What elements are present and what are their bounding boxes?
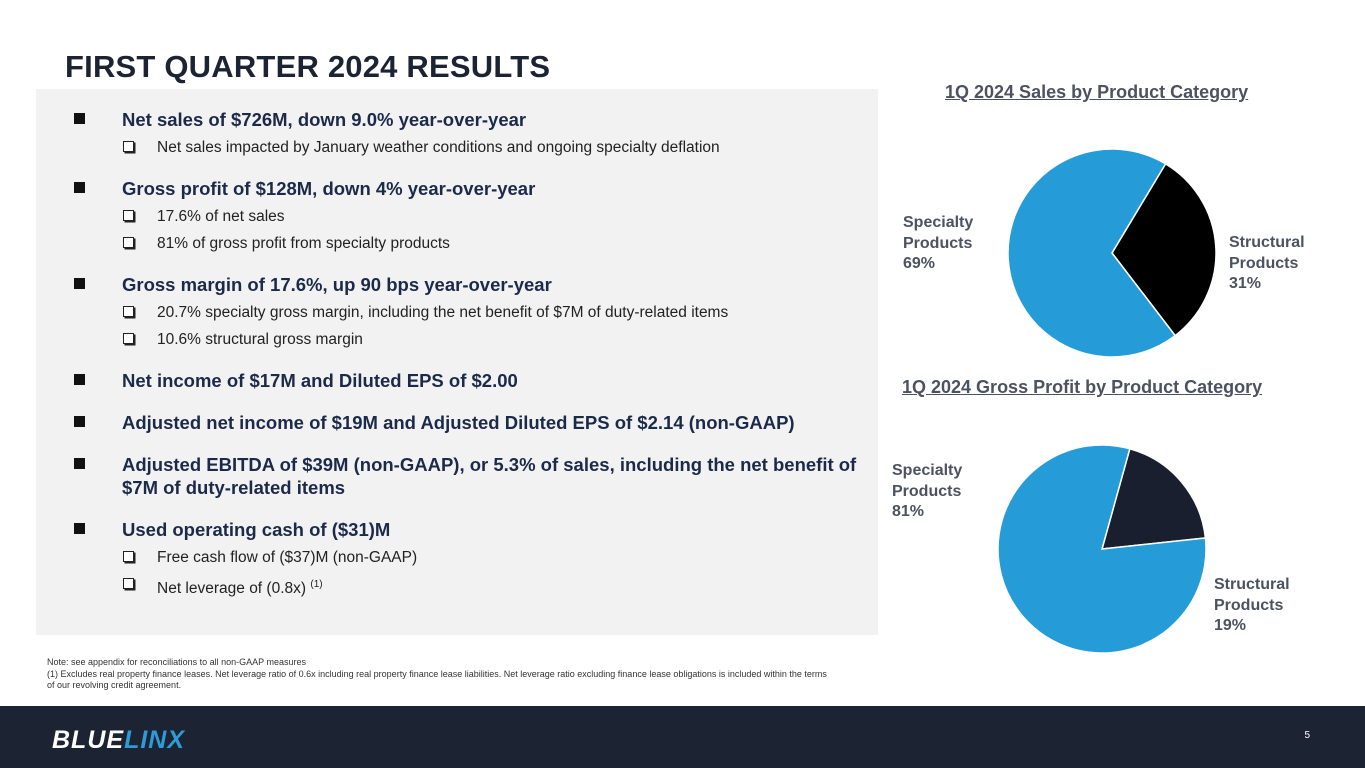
slice-value-label: 19% — [1214, 617, 1247, 634]
bullet-group: Net income of $17M and Diluted EPS of $2… — [72, 369, 872, 392]
sub-bullet-text: 20.7% specialty gross margin, including … — [157, 304, 729, 321]
square-bullet-icon — [74, 458, 85, 469]
sales-pie-chart — [1007, 148, 1217, 358]
sub-bullet-text: 17.6% of net sales — [157, 208, 285, 225]
sub-bullet-text: Net leverage of (0.8x) — [157, 580, 307, 597]
bullet-text: Net sales of $726M, down 9.0% year-over-… — [122, 109, 527, 130]
slice-label-line: Products — [1214, 596, 1284, 614]
page-title: FIRST QUARTER 2024 RESULTS — [65, 49, 551, 84]
page-number: 5 — [1304, 730, 1310, 741]
gross-profit-pie-chart — [997, 444, 1207, 654]
sub-bullet-text: 10.6% structural gross margin — [157, 331, 363, 348]
bullet-text: Gross profit of $128M, down 4% year-over… — [122, 178, 536, 199]
slice-label-line: Products — [892, 482, 962, 500]
sub-bullet-text: 81% of gross profit from specialty produ… — [157, 235, 450, 252]
gp-structural-label: Structural Products 19% — [1214, 575, 1290, 637]
sales-chart-title: 1Q 2024 Sales by Product Category — [945, 82, 1249, 102]
square-bullet-icon — [74, 182, 85, 193]
bullet-group: Used operating cash of ($31)M Free cash … — [72, 518, 872, 599]
pie-slice-specialty-products — [997, 444, 1207, 654]
slice-value-label: 31% — [1229, 275, 1262, 292]
checkbox-bullet-icon — [123, 551, 134, 562]
note-line: Note: see appendix for reconciliations t… — [47, 657, 306, 667]
bullet-text: Adjusted net income of $19M and Adjusted… — [122, 412, 795, 433]
checkbox-bullet-icon — [123, 141, 134, 152]
bullet-list: Net sales of $726M, down 9.0% year-over-… — [72, 108, 872, 618]
gross-profit-chart-title: 1Q 2024 Gross Profit by Product Category — [902, 377, 1263, 397]
bullet-text: Gross margin of 17.6%, up 90 bps year-ov… — [122, 274, 552, 295]
checkbox-bullet-icon — [123, 306, 134, 317]
bullet-group: Gross profit of $128M, down 4% year-over… — [72, 177, 872, 254]
sub-bullet-text: Free cash flow of ($37)M (non-GAAP) — [157, 549, 418, 566]
slice-value-label: 69% — [903, 255, 936, 272]
bullet-group: Adjusted net income of $19M and Adjusted… — [72, 411, 872, 434]
checkbox-bullet-icon — [123, 210, 134, 221]
square-bullet-icon — [74, 374, 85, 385]
bullet-text: Used operating cash of ($31)M — [122, 519, 391, 540]
square-bullet-icon — [74, 113, 85, 124]
checkbox-bullet-icon — [123, 333, 134, 344]
results-panel — [36, 89, 878, 635]
slice-label-line: Structural — [1214, 576, 1290, 593]
square-bullet-icon — [74, 523, 85, 534]
checkbox-bullet-icon — [123, 237, 134, 248]
bullet-group: Net sales of $726M, down 9.0% year-over-… — [72, 108, 872, 158]
footnotes: Note: see appendix for reconciliations t… — [47, 657, 827, 692]
sub-bullet-text: Net sales impacted by January weather co… — [157, 139, 720, 156]
square-bullet-icon — [74, 416, 85, 427]
gp-specialty-label: Specialty Products 81% — [892, 461, 962, 523]
bullet-group: Adjusted EBITDA of $39M (non-GAAP), or 5… — [72, 453, 872, 499]
sales-structural-label: Structural Products 31% — [1229, 233, 1305, 295]
slice-value-label: 81% — [892, 503, 925, 520]
footnote-marker: (1) — [310, 579, 323, 590]
bullet-text: Net income of $17M and Diluted EPS of $2… — [122, 370, 518, 391]
checkbox-bullet-icon — [123, 578, 134, 589]
slice-label-line: Products — [903, 234, 973, 252]
pie-slice-structural-products — [1100, 447, 1207, 550]
slice-label-line: Structural — [1229, 234, 1305, 251]
note-line: (1) Excludes real property finance lease… — [47, 668, 827, 691]
bullet-group: Gross margin of 17.6%, up 90 bps year-ov… — [72, 273, 872, 350]
pie-slice-structural-products — [1111, 162, 1217, 337]
bluelinx-logo: BLUELINX — [52, 726, 186, 754]
square-bullet-icon — [74, 278, 85, 289]
sales-specialty-label: Specialty Products 69% — [903, 213, 973, 275]
footer-bar: BLUELINX 5 — [0, 706, 1365, 768]
slice-label-line: Specialty — [892, 462, 963, 479]
slice-label-line: Specialty — [903, 214, 974, 231]
pie-slice-specialty-products — [1007, 148, 1177, 358]
bullet-text: Adjusted EBITDA of $39M (non-GAAP), or 5… — [122, 454, 857, 498]
slice-label-line: Products — [1229, 254, 1299, 272]
